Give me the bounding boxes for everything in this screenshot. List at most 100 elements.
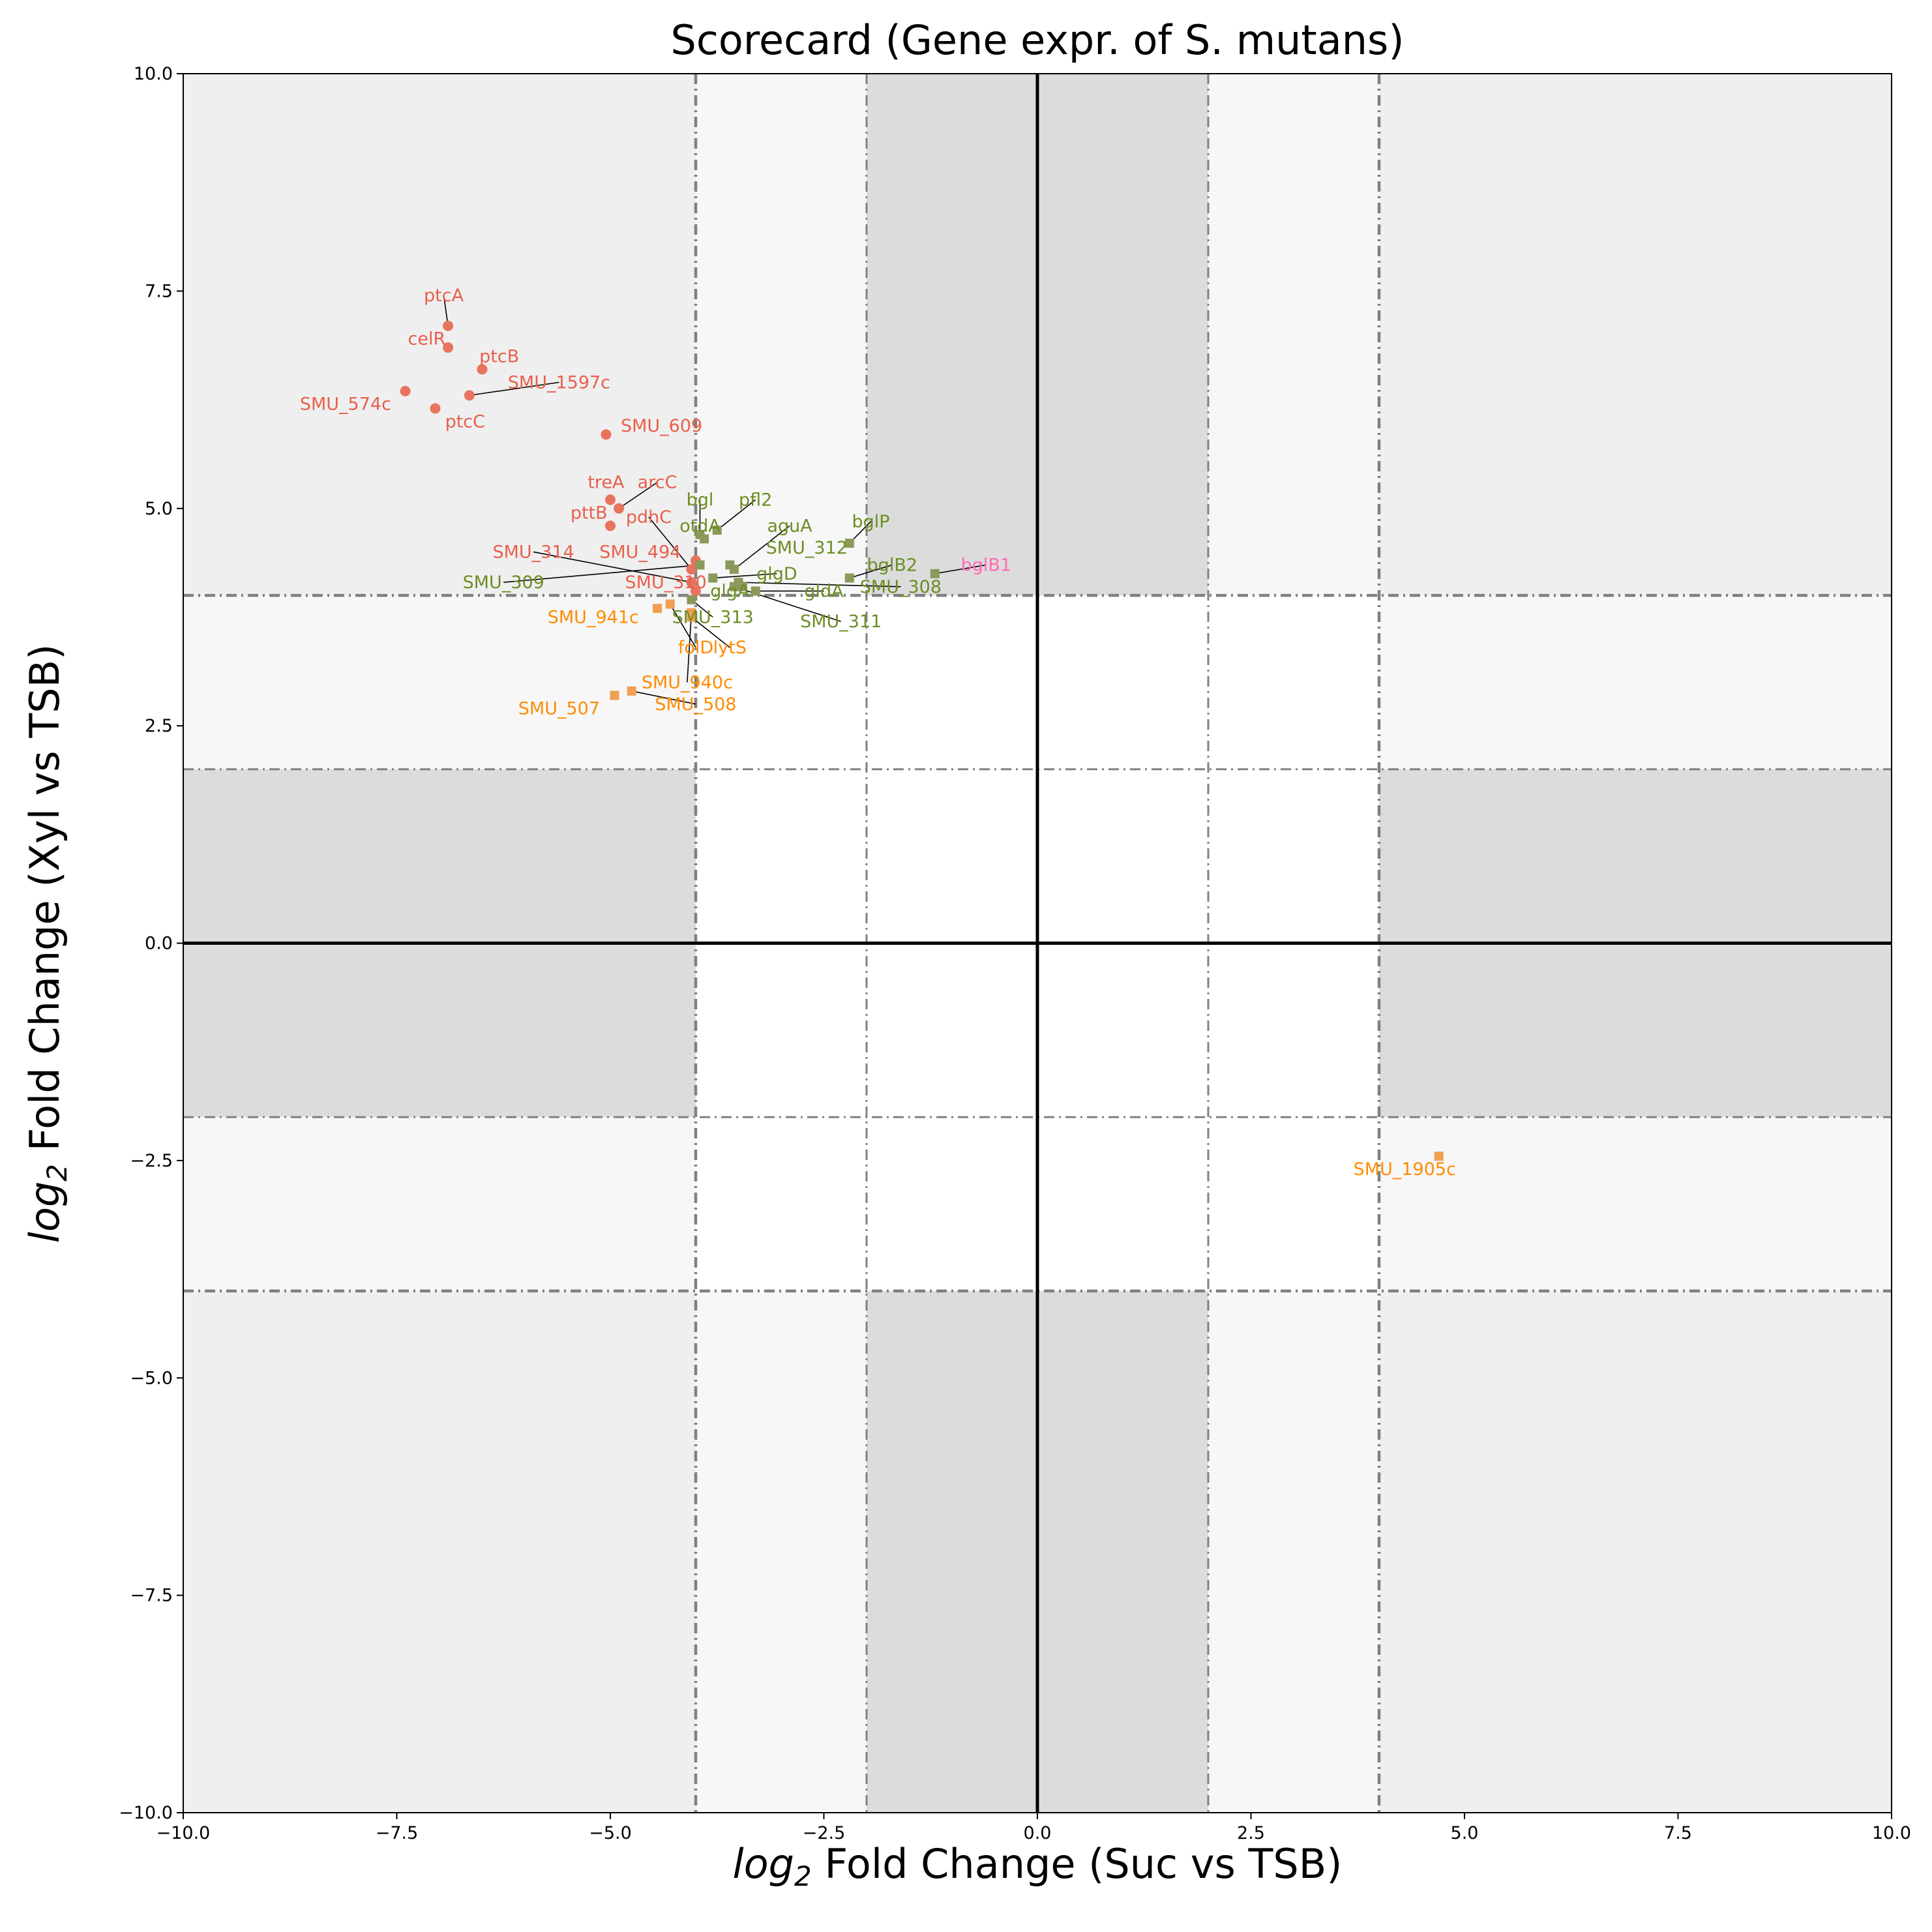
data-point [700,534,709,544]
label-leader [503,564,700,583]
label-leader [738,582,901,587]
point-label: SMU_309 [463,572,544,593]
label-leader [469,381,559,396]
data-point [687,595,696,604]
chart-title: Scorecard (Gene expr. of S. mutans) [670,16,1404,64]
data-point [653,604,662,614]
shade-band [1379,1290,1892,1813]
data-point [665,599,675,609]
point-label: celR [408,329,445,349]
shade-band [1379,1117,1892,1291]
point-label: ptcA [424,286,464,306]
label-leader [670,604,696,648]
data-point [930,569,940,578]
point-label: pdhC [626,507,672,528]
point-label: bglB2 [867,555,917,575]
point-label: otdA [679,516,721,536]
data-point [695,560,705,570]
label-leader [717,499,756,531]
x-tick-label: −2.5 [803,1823,846,1843]
data-point [605,520,616,531]
shade-band [183,595,696,769]
point-label: ptcC [445,411,485,432]
shade-band [696,1290,867,1813]
data-point [686,577,697,588]
shade-band [1379,74,1892,596]
x-tick-label: 2.5 [1237,1823,1265,1843]
y-tick-label: −2.5 [130,1151,173,1171]
data-point [627,686,636,696]
point-label: SMU_313 [672,607,754,627]
y-tick-label: −10.0 [119,1803,173,1823]
data-point [738,582,748,591]
data-point [712,526,722,535]
point-label: SMU_507 [518,698,600,719]
point-label: SMU_310 [625,572,707,593]
label-leader [648,516,692,570]
point-label: glgA [710,581,750,601]
x-tick-label: −5.0 [589,1823,632,1843]
point-label: SMU_609 [621,416,702,436]
point-label: bgl [687,490,714,510]
data-point [601,429,612,440]
point-label: SMU_940c [642,672,733,692]
data-point [614,503,625,514]
zero-axes [183,74,1892,1813]
y-axis-ticks: −10.0 −7.5 −5.0 −2.5 0.0 2.5 5.0 7.5 10.0 [119,64,183,1823]
point-label: ptcB [479,346,519,366]
data-point [610,691,619,700]
label-leader [618,482,658,509]
point-label: arcC [638,473,677,493]
data-point [725,560,735,570]
point-label: pttB [571,503,608,523]
shade-band [696,74,867,596]
point-label: SMU_508 [655,694,736,715]
point-label: gldA [804,581,844,601]
data-points [400,320,1444,1161]
point-label: folD [678,638,713,658]
shade-band [183,74,696,596]
shade-band [1208,74,1379,596]
data-point [751,586,760,596]
data-point [464,390,475,401]
point-label: SMU_308 [860,577,942,597]
point-label: SMU_1597c [508,372,610,393]
y-tick-label: 10.0 [134,64,173,84]
point-label: SMU_494 [599,542,681,562]
point-labels: ptcA celR ptcB SMU_1597c SMU_574c ptcC SMU_609… [300,286,1456,1180]
y-tick-label: 5.0 [145,499,173,519]
data-point [686,564,697,575]
x-tick-label: 5.0 [1451,1823,1479,1843]
shade-band [1208,1290,1379,1813]
data-point [729,582,739,591]
label-leader [849,564,893,579]
point-label: SMU_1905c [1354,1159,1456,1180]
point-label: pfl2 [739,490,772,510]
x-tick-label: −10.0 [156,1823,211,1843]
shade-band [183,1117,696,1291]
data-point [477,364,488,375]
point-label: SMU_941c [548,607,639,627]
data-point [708,573,718,583]
y-tick-label: 0.0 [145,934,173,954]
point-label: bglB1 [961,555,1011,575]
data-point [844,539,854,548]
y-tick-label: 2.5 [145,716,173,736]
y-tick-label: −7.5 [130,1586,173,1606]
point-label: treA [587,473,625,493]
label-leader [713,572,777,579]
point-label: lytS [713,638,747,658]
label-leader [631,691,696,705]
point-label: aguA [767,516,812,536]
data-point [844,573,854,583]
x-axis-label: log2 Fold Change (Suc vs TSB) [733,1840,1343,1892]
data-point [691,586,701,597]
data-point [687,608,696,617]
data-point [400,385,411,396]
data-point [443,320,454,331]
point-label: SMU_314 [492,542,574,562]
label-leader [691,616,730,648]
label-leader [734,525,790,570]
x-tick-label: −7.5 [376,1823,419,1843]
